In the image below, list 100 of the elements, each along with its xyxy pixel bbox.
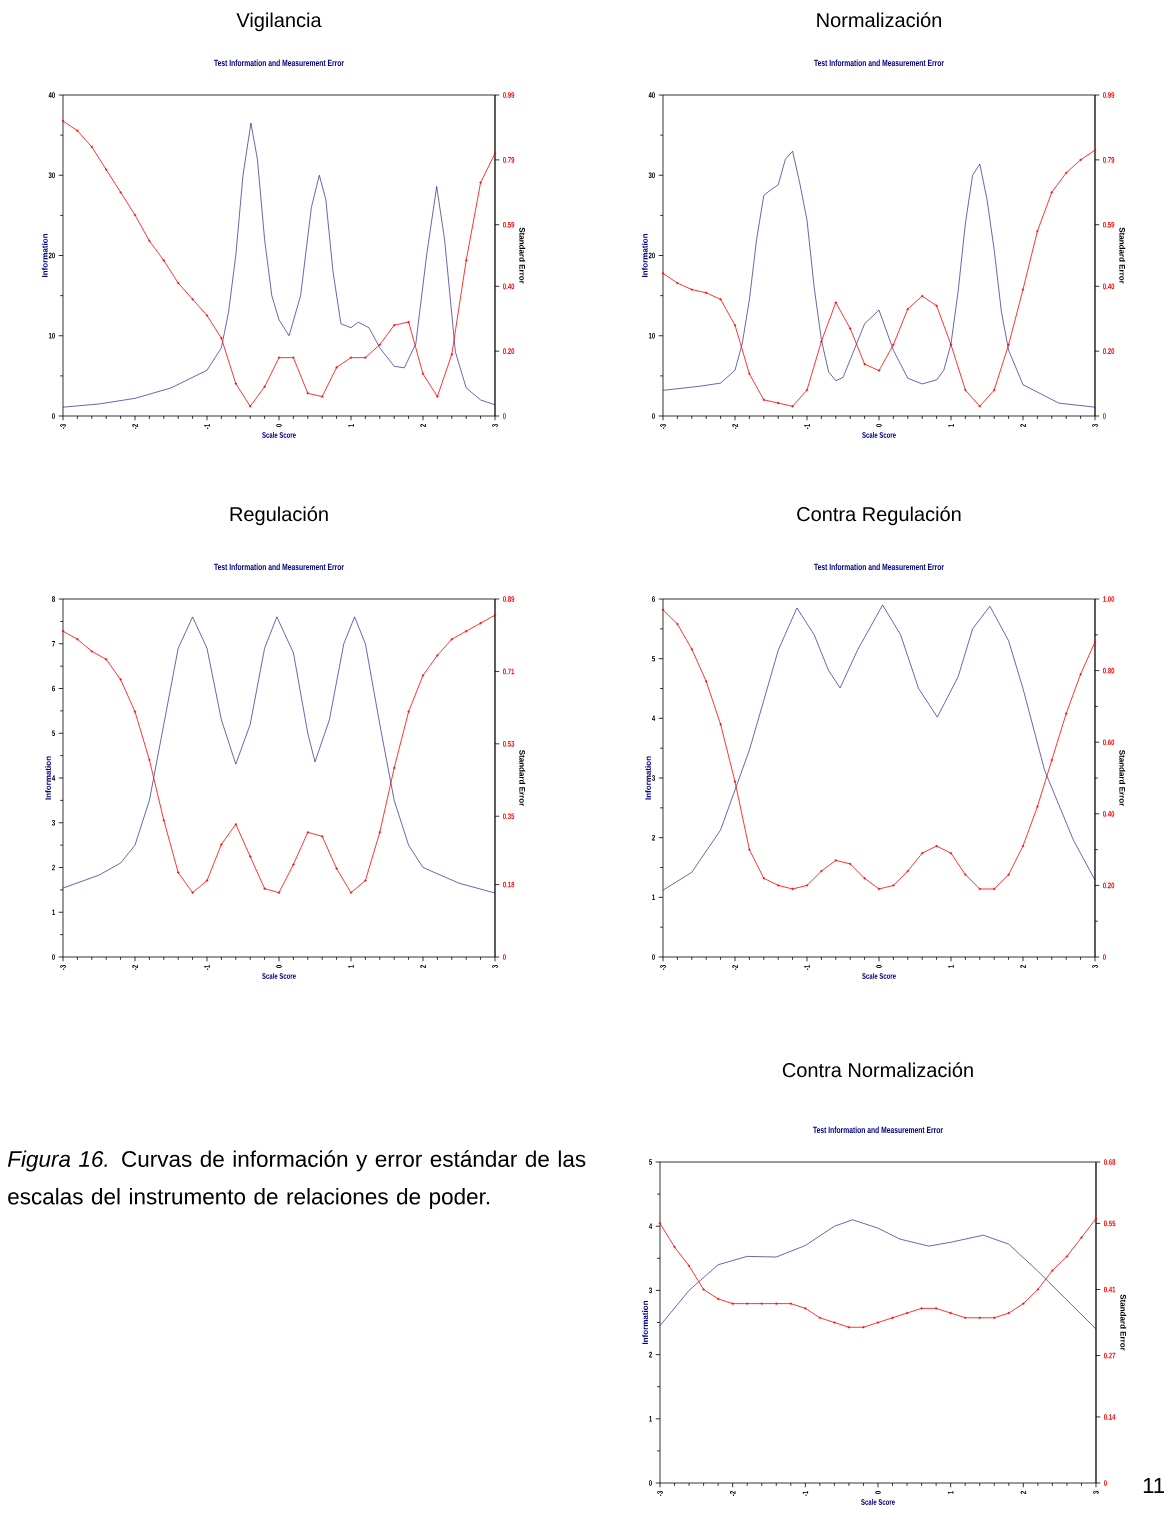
- point: [963, 388, 967, 392]
- y-tick-label: 20: [48, 252, 55, 259]
- point: [803, 1306, 807, 1310]
- y-tick-label: 0: [652, 413, 655, 419]
- point: [848, 326, 852, 331]
- point: [1050, 1268, 1054, 1273]
- point: [690, 287, 694, 292]
- x-tick-label: 1: [948, 964, 954, 968]
- point: [877, 887, 881, 891]
- point: [320, 394, 324, 399]
- x-tick-label: 0: [276, 424, 282, 427]
- x-tick-label: 2: [1020, 965, 1026, 968]
- chart-subtitle: Test Information and Measurement Error: [814, 59, 944, 67]
- point: [747, 372, 751, 376]
- point: [687, 1264, 691, 1268]
- x-tick-label: -1: [804, 964, 810, 970]
- y-tick-label: 4: [651, 715, 656, 722]
- point: [819, 339, 823, 344]
- x-tick-label: -3: [60, 424, 66, 429]
- x-tick-label: 0: [875, 1491, 881, 1494]
- point: [450, 352, 454, 357]
- x-tick-label: 3: [492, 965, 498, 969]
- point: [731, 1302, 735, 1306]
- y2-tick-label: 0.80: [1103, 667, 1115, 674]
- point: [733, 323, 737, 327]
- x-tick-label: -3: [660, 965, 666, 970]
- point: [191, 891, 195, 895]
- x-tick-label: 3: [1093, 1491, 1099, 1495]
- point: [1064, 711, 1068, 716]
- point: [906, 307, 910, 311]
- point: [745, 1302, 749, 1306]
- point: [90, 649, 94, 653]
- y-axis-title: Information: [642, 1301, 648, 1344]
- y-tick-label: 6: [652, 596, 655, 602]
- y2-tick-label: 0.99: [1103, 92, 1115, 98]
- point: [877, 369, 881, 373]
- y2-tick-label: 0.14: [1104, 1414, 1116, 1420]
- point: [104, 657, 108, 661]
- y2-tick-label: 0.79: [503, 157, 515, 163]
- x-tick-label: 0: [876, 424, 882, 427]
- point: [277, 891, 281, 895]
- x-tick-label: 2: [420, 965, 426, 968]
- chart-title: Vigilancia: [236, 12, 322, 32]
- y-tick-label: 0: [52, 413, 55, 419]
- x-tick-label: -1: [204, 423, 210, 429]
- y-tick-label: 3: [652, 775, 655, 781]
- point: [719, 297, 723, 301]
- chart-subtitle: Test Information and Measurement Error: [814, 563, 944, 571]
- point: [834, 858, 838, 862]
- point: [291, 356, 295, 360]
- y2-tick-label: 0.41: [1104, 1286, 1116, 1293]
- x-tick-label: -2: [132, 965, 138, 970]
- x-tick-label: 0: [276, 965, 282, 968]
- point: [176, 281, 180, 285]
- point: [205, 878, 209, 883]
- point: [435, 394, 439, 399]
- point: [789, 1302, 793, 1306]
- x-tick-label: 2: [420, 424, 426, 427]
- point: [876, 1320, 880, 1325]
- point: [774, 1302, 778, 1306]
- y-tick-label: 5: [52, 730, 56, 737]
- y-tick-label: 4: [51, 775, 56, 781]
- point: [464, 258, 468, 262]
- point: [90, 145, 94, 149]
- x-axis-title: Scale Score: [862, 973, 896, 979]
- x-tick-label: 2: [1020, 424, 1026, 427]
- x-tick-label: -3: [660, 424, 666, 429]
- y2-tick-label: 0.71: [503, 668, 515, 675]
- point: [219, 336, 223, 340]
- y2-tick-label: 0.27: [1104, 1352, 1116, 1359]
- point: [205, 313, 209, 318]
- y-tick-label: 0: [649, 1480, 652, 1486]
- point: [949, 851, 953, 855]
- chart-title: Normalización: [817, 12, 942, 28]
- y-tick-label: 5: [649, 1159, 653, 1165]
- x-tick-label: 3: [1092, 424, 1098, 428]
- point: [378, 830, 382, 834]
- y-tick-label: 40: [48, 92, 55, 98]
- point: [291, 862, 295, 867]
- point: [407, 710, 411, 714]
- y2-tick-label: 0.89: [503, 596, 515, 602]
- point: [832, 1320, 836, 1325]
- y-tick-label: 4: [648, 1223, 653, 1229]
- y-axis-title: Information: [645, 756, 651, 800]
- point: [191, 297, 195, 301]
- x-tick-label: 1: [947, 1490, 954, 1494]
- y2-tick-label: 0.53: [503, 740, 515, 747]
- point: [478, 621, 483, 625]
- y2-tick-label: 0: [1104, 1480, 1107, 1486]
- point: [1007, 1311, 1011, 1315]
- y-tick-label: 2: [652, 834, 655, 841]
- point: [119, 677, 123, 682]
- point: [992, 388, 996, 392]
- y-tick-label: 3: [649, 1287, 652, 1294]
- point: [920, 1306, 924, 1310]
- point: [421, 372, 425, 376]
- point: [949, 1311, 953, 1315]
- y2-tick-label: 0.40: [1103, 810, 1115, 817]
- point: [891, 343, 895, 347]
- point: [791, 404, 795, 408]
